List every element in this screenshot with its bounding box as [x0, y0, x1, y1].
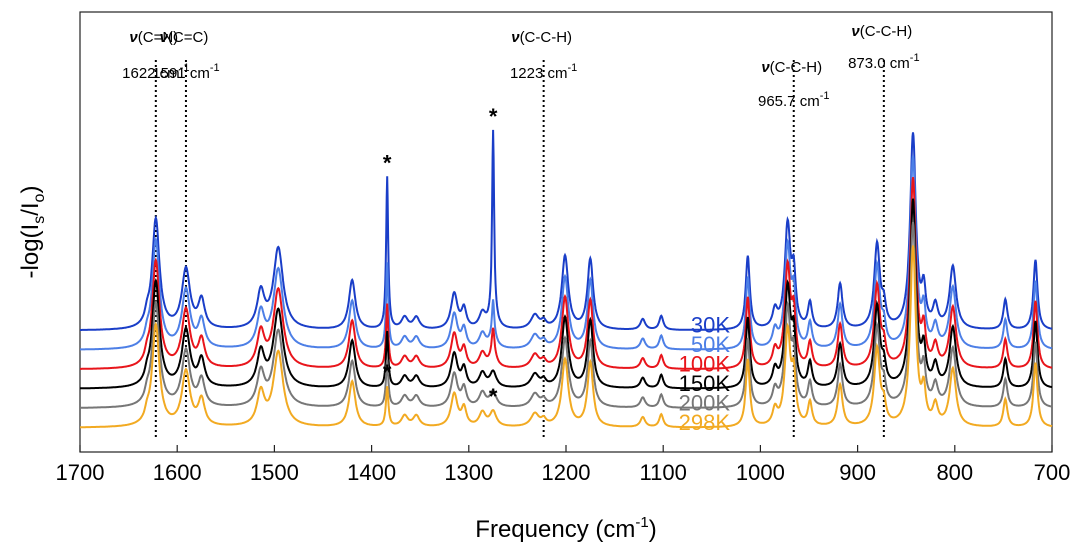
x-axis-title: Frequency (cm-1) — [475, 514, 656, 543]
annotation-frequency: 1223 cm-1 — [510, 62, 577, 82]
asterisk-markers: * * * * — [383, 104, 498, 409]
annotation-frequency: 1591 cm-1 — [152, 62, 219, 82]
series-line-298K — [80, 245, 1053, 429]
annotation-frequency: 1622 cm-1 — [122, 62, 189, 82]
x-tick-label: 800 — [936, 460, 973, 485]
series-label-30K: 30K — [691, 313, 730, 338]
series-line-200K — [80, 221, 1053, 409]
asterisk-marker: * — [489, 384, 498, 409]
y-axis-title: -log(Is/Io) — [17, 186, 48, 279]
x-tick-label: 1400 — [347, 460, 396, 485]
annotation-frequency: 873.0 cm-1 — [848, 52, 919, 72]
x-tick-label: 1000 — [736, 460, 785, 485]
spectra-series — [80, 129, 1053, 429]
x-tick-label: 1200 — [542, 460, 591, 485]
x-tick-label: 1100 — [640, 460, 687, 485]
annotation-frequency: 965.7 cm-1 — [758, 90, 829, 110]
series-label-150K: 150K — [679, 371, 731, 396]
series-label-200K: 200K — [679, 390, 731, 415]
x-tick-label: 1500 — [250, 460, 299, 485]
x-tick-label: 1600 — [153, 460, 202, 485]
series-line-150K — [80, 198, 1053, 390]
series-label-50K: 50K — [691, 332, 730, 357]
asterisk-marker: * — [489, 104, 498, 129]
annotation-mode: ν(C-C-H) — [511, 29, 572, 46]
x-tick-label: 900 — [839, 460, 876, 485]
x-tick-label: 1300 — [444, 460, 493, 485]
asterisk-marker: * — [383, 150, 392, 175]
series-line-30K — [80, 129, 1053, 331]
peak-annotations: ν(C=N) 1622 cm-1 ν(C=C) 1591 cm-1 ν(C-C-H) 12… — [122, 23, 919, 110]
annotation-mode: ν(C-C-H) — [761, 59, 822, 76]
series-label-298K: 298K — [679, 410, 731, 435]
asterisk-marker: * — [383, 360, 392, 385]
annotation-mode: ν(C-C-H) — [851, 23, 912, 40]
x-axis-ticks: 1700 1600 1500 1400 1300 1200 1100 1000 900 800 70… — [56, 445, 1071, 485]
series-label-100K: 100K — [679, 352, 731, 377]
x-tick-label: 700 — [1034, 460, 1071, 485]
annotation-mode: ν(C=C) — [160, 29, 209, 46]
x-tick-label: 1700 — [56, 460, 105, 485]
series-line-50K — [80, 155, 1053, 351]
annotation-mode: ν(C=N) — [129, 29, 178, 46]
series-line-100K — [80, 177, 1053, 370]
